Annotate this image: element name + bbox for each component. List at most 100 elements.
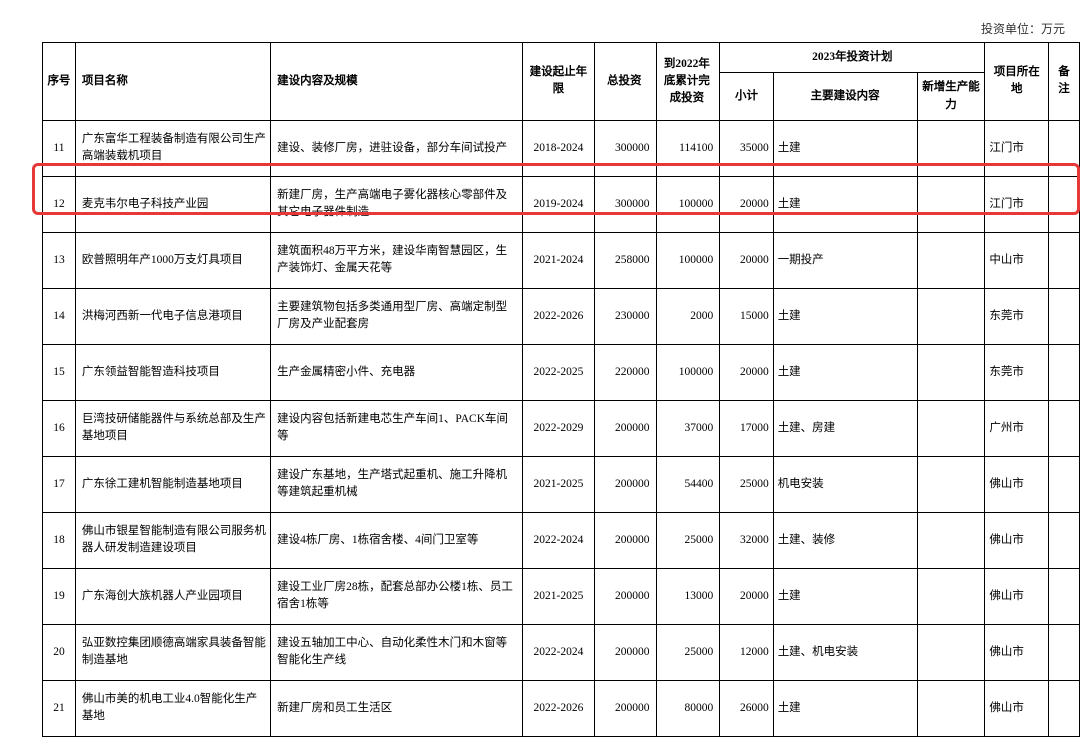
cell-period: 2019-2024	[522, 176, 594, 232]
cell-total: 200000	[594, 512, 656, 568]
cell-name: 巨湾技研储能器件与系统总部及生产基地项目	[75, 400, 270, 456]
cell-num: 20	[43, 624, 76, 680]
header-cap: 新增生产能力	[917, 73, 985, 121]
header-accum: 到2022年底累计完成投资	[656, 43, 720, 121]
table-header: 序号 项目名称 建设内容及规模 建设起止年限 总投资 到2022年底累计完成投资…	[43, 43, 1080, 121]
cell-name: 广东海创大族机器人产业园项目	[75, 568, 270, 624]
cell-total: 300000	[594, 176, 656, 232]
table-wrapper: 序号 项目名称 建设内容及规模 建设起止年限 总投资 到2022年底累计完成投资…	[42, 42, 1080, 749]
cell-period: 2022-2026	[522, 680, 594, 736]
cell-content: 主要建筑物包括多类通用型厂房、高端定制型厂房及产业配套房	[271, 288, 523, 344]
header-period: 建设起止年限	[522, 43, 594, 121]
cell-cap	[917, 120, 985, 176]
cell-period: 2021-2025	[522, 456, 594, 512]
cell-name: 洪梅河西新一代电子信息港项目	[75, 288, 270, 344]
cell-main: 土建、机电安装	[773, 624, 917, 680]
cell-loc: 佛山市	[985, 568, 1049, 624]
table-row: 20弘亚数控集团顺德高端家具装备智能制造基地建设五轴加工中心、自动化柔性木门和木…	[43, 624, 1080, 680]
cell-sub: 17000	[720, 400, 773, 456]
cell-name: 麦克韦尔电子科技产业园	[75, 176, 270, 232]
cell-accum: 13000	[656, 568, 720, 624]
cell-loc: 江门市	[985, 120, 1049, 176]
header-total: 总投资	[594, 43, 656, 121]
cell-main: 土建	[773, 568, 917, 624]
cell-content: 建设广东基地，生产塔式起重机、施工升降机等建筑起重机械	[271, 456, 523, 512]
cell-note	[1049, 512, 1080, 568]
cell-sub: 26000	[720, 680, 773, 736]
cell-cap	[917, 512, 985, 568]
table-row: 13欧普照明年产1000万支灯具项目建筑面积48万平方米，建设华南智慧园区，生产…	[43, 232, 1080, 288]
cell-sub: 15000	[720, 288, 773, 344]
header-note: 备注	[1049, 43, 1080, 121]
cell-cap	[917, 288, 985, 344]
cell-loc: 东莞市	[985, 288, 1049, 344]
cell-num: 14	[43, 288, 76, 344]
cell-total: 220000	[594, 344, 656, 400]
cell-main: 土建、房建	[773, 400, 917, 456]
table-row: 17广东徐工建机智能制造基地项目建设广东基地，生产塔式起重机、施工升降机等建筑起…	[43, 456, 1080, 512]
cell-period: 2022-2025	[522, 344, 594, 400]
cell-content: 生产金属精密小件、充电器	[271, 344, 523, 400]
cell-accum: 100000	[656, 232, 720, 288]
cell-accum: 25000	[656, 512, 720, 568]
cell-sub: 20000	[720, 176, 773, 232]
cell-num: 11	[43, 120, 76, 176]
cell-total: 200000	[594, 624, 656, 680]
cell-note	[1049, 680, 1080, 736]
cell-cap	[917, 176, 985, 232]
cell-sub: 20000	[720, 344, 773, 400]
cell-content: 建设、装修厂房，进驻设备，部分车间试投产	[271, 120, 523, 176]
cell-num: 21	[43, 680, 76, 736]
cell-sub: 20000	[720, 232, 773, 288]
table-row: 14洪梅河西新一代电子信息港项目主要建筑物包括多类通用型厂房、高端定制型厂房及产…	[43, 288, 1080, 344]
header-name: 项目名称	[75, 43, 270, 121]
table-row: 18佛山市银星智能制造有限公司服务机器人研发制造建设项目建设4栋厂房、1栋宿舍楼…	[43, 512, 1080, 568]
cell-sub: 32000	[720, 512, 773, 568]
table-row: 11广东富华工程装备制造有限公司生产高端装载机项目建设、装修厂房，进驻设备，部分…	[43, 120, 1080, 176]
unit-label: 投资单位：万元	[981, 20, 1065, 37]
cell-num: 12	[43, 176, 76, 232]
cell-accum: 37000	[656, 400, 720, 456]
cell-main: 土建	[773, 176, 917, 232]
table-row: 19广东海创大族机器人产业园项目建设工业厂房28栋，配套总部办公楼1栋、员工宿舍…	[43, 568, 1080, 624]
cell-num: 13	[43, 232, 76, 288]
cell-content: 建设4栋厂房、1栋宿舍楼、4间门卫室等	[271, 512, 523, 568]
cell-loc: 东莞市	[985, 344, 1049, 400]
cell-main: 一期投产	[773, 232, 917, 288]
cell-period: 2022-2026	[522, 288, 594, 344]
cell-note	[1049, 232, 1080, 288]
cell-accum: 100000	[656, 176, 720, 232]
header-plan: 2023年投资计划	[720, 43, 985, 73]
cell-main: 土建	[773, 120, 917, 176]
cell-name: 佛山市银星智能制造有限公司服务机器人研发制造建设项目	[75, 512, 270, 568]
cell-num: 19	[43, 568, 76, 624]
cell-content: 新建厂房，生产高端电子雾化器核心零部件及其它电子器件制造	[271, 176, 523, 232]
cell-content: 建设五轴加工中心、自动化柔性木门和木窗等智能化生产线	[271, 624, 523, 680]
cell-total: 230000	[594, 288, 656, 344]
cell-main: 土建	[773, 288, 917, 344]
cell-accum: 2000	[656, 288, 720, 344]
cell-total: 200000	[594, 568, 656, 624]
cell-note	[1049, 568, 1080, 624]
cell-period: 2022-2024	[522, 624, 594, 680]
cell-loc: 佛山市	[985, 624, 1049, 680]
cell-num: 17	[43, 456, 76, 512]
cell-main: 机电安装	[773, 456, 917, 512]
cell-cap	[917, 232, 985, 288]
cell-sub: 12000	[720, 624, 773, 680]
cell-sub: 25000	[720, 456, 773, 512]
cell-content: 新建厂房和员工生活区	[271, 680, 523, 736]
cell-note	[1049, 400, 1080, 456]
table-row: 21佛山市美的机电工业4.0智能化生产基地新建厂房和员工生活区2022-2026…	[43, 680, 1080, 736]
cell-main: 土建、装修	[773, 512, 917, 568]
cell-content: 建筑面积48万平方米，建设华南智慧园区，生产装饰灯、金属天花等	[271, 232, 523, 288]
cell-name: 弘亚数控集团顺德高端家具装备智能制造基地	[75, 624, 270, 680]
table-row: 16巨湾技研储能器件与系统总部及生产基地项目建设内容包括新建电芯生产车间1、PA…	[43, 400, 1080, 456]
cell-content: 建设内容包括新建电芯生产车间1、PACK车间等	[271, 400, 523, 456]
cell-name: 欧普照明年产1000万支灯具项目	[75, 232, 270, 288]
cell-sub: 20000	[720, 568, 773, 624]
header-num: 序号	[43, 43, 76, 121]
cell-accum: 114100	[656, 120, 720, 176]
cell-name: 广东领益智能智造科技项目	[75, 344, 270, 400]
table-row: 15广东领益智能智造科技项目生产金属精密小件、充电器2022-202522000…	[43, 344, 1080, 400]
